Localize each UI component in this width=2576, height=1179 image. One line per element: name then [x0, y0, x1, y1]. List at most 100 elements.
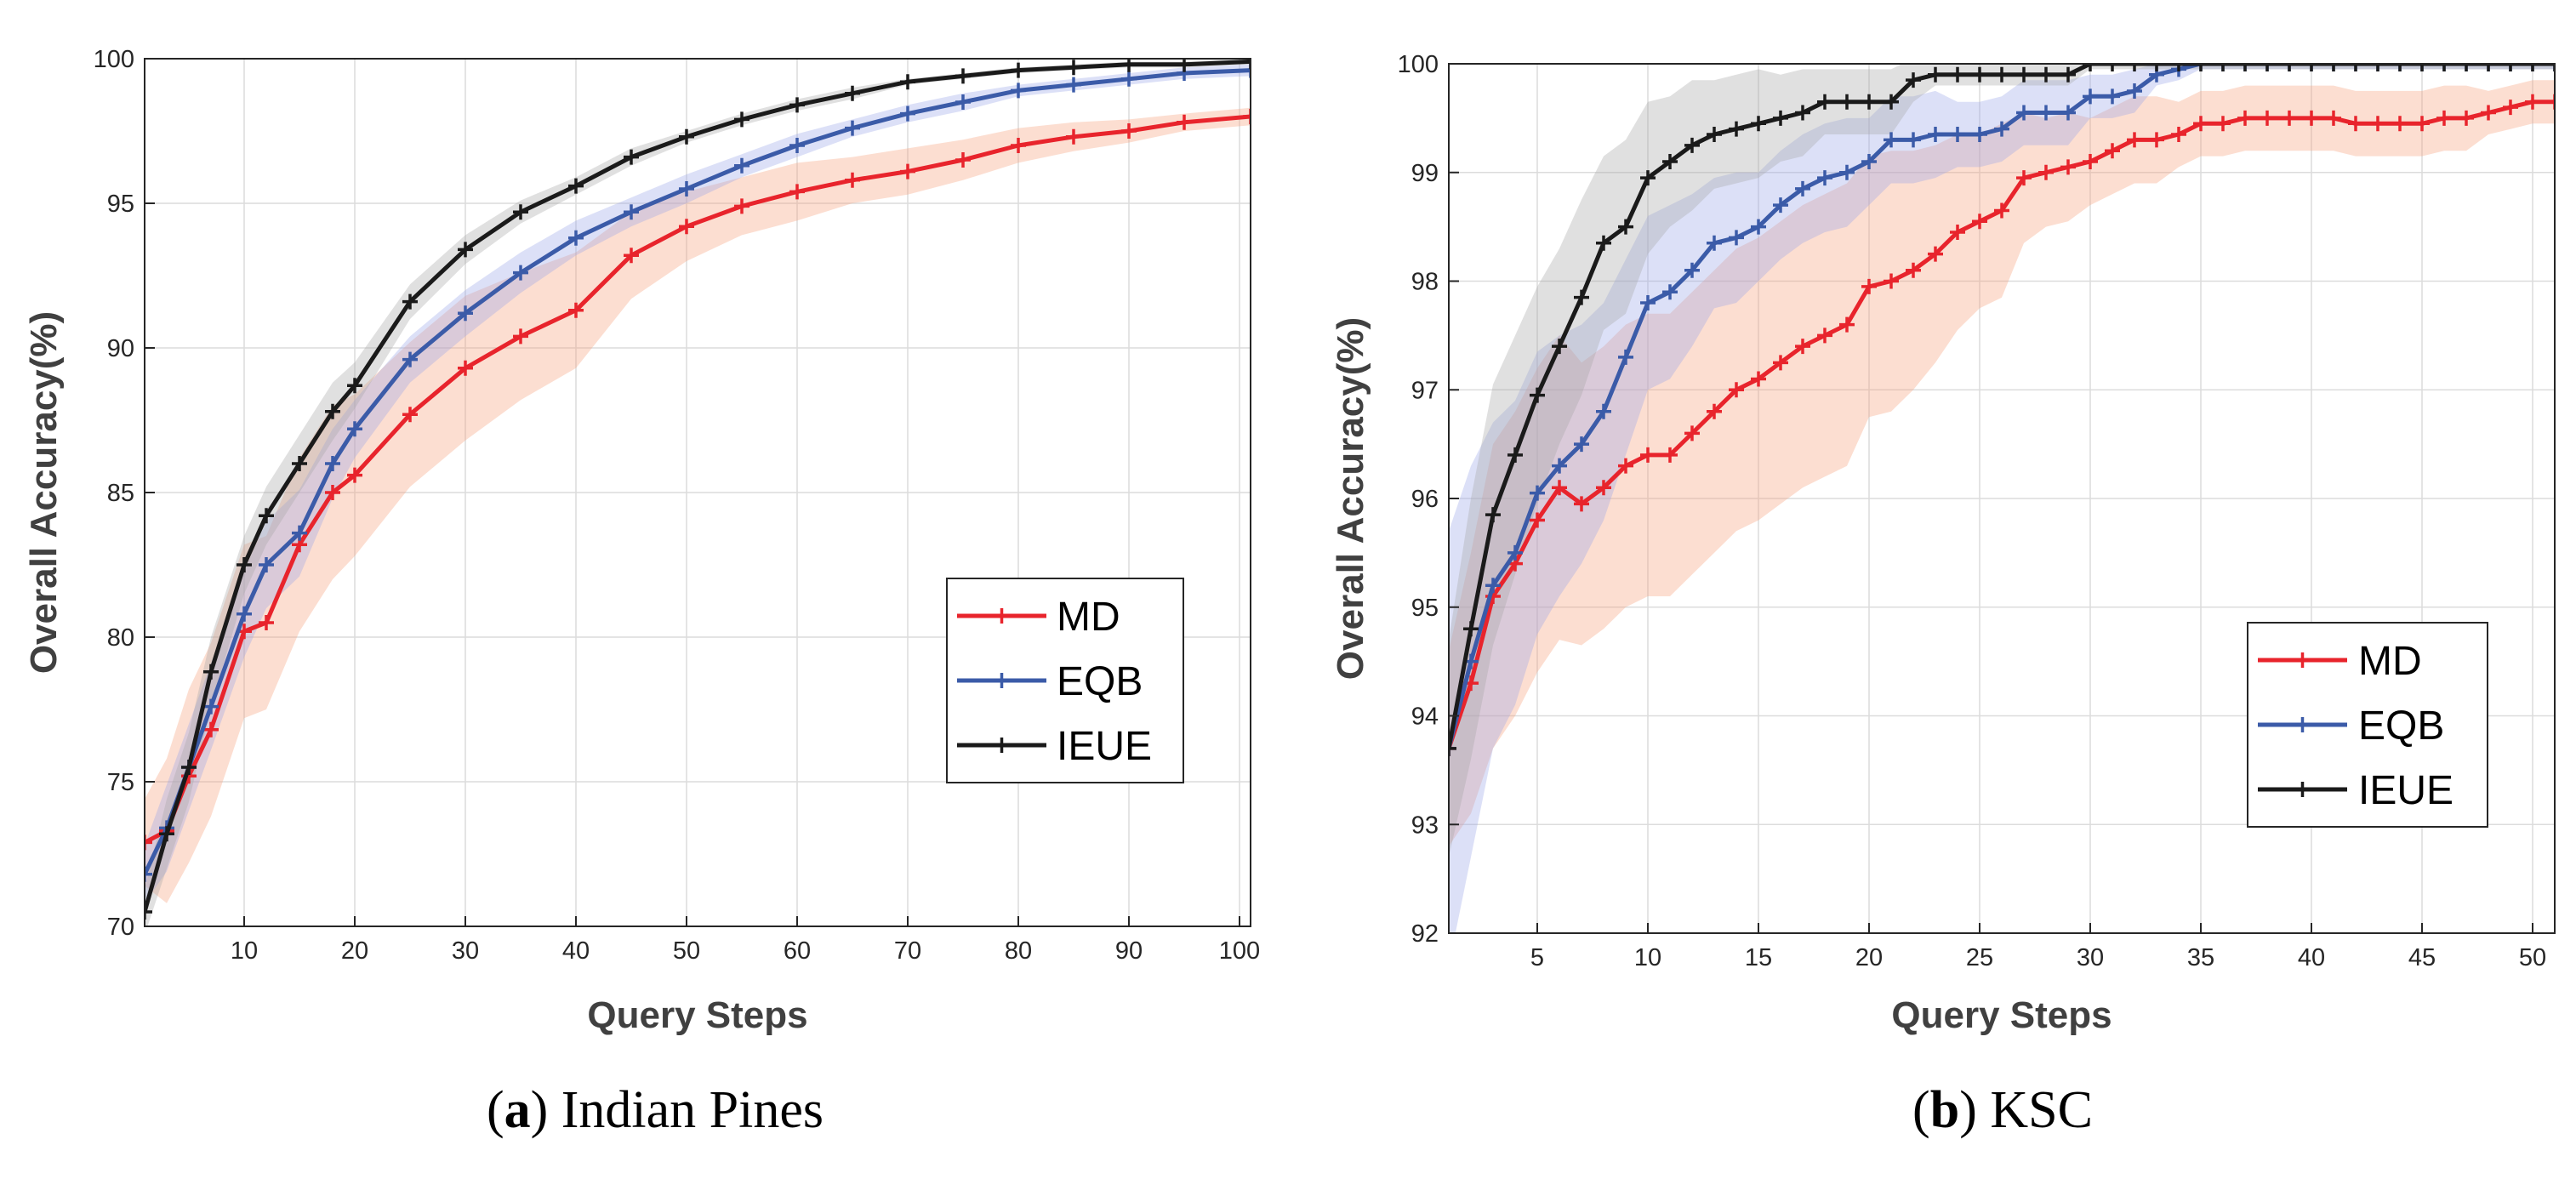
- data-point-ieue: [1530, 387, 1545, 403]
- y-tick-label: 75: [107, 769, 134, 796]
- y-tick-label: 97: [1411, 377, 1439, 404]
- data-point-md: [2105, 143, 2120, 159]
- data-point-eqb: [1552, 458, 1567, 474]
- grid-lines: [1449, 63, 2555, 934]
- data-point-md: [1729, 382, 1744, 398]
- data-point-ieue: [159, 826, 174, 842]
- data-point-md: [2260, 110, 2275, 126]
- data-point-ieue: [1972, 66, 1987, 83]
- data-point-ieue: [259, 508, 274, 524]
- x-tick-label: 25: [1966, 944, 1993, 971]
- y-tick-label: 95: [1411, 595, 1439, 622]
- data-point-eqb: [145, 866, 152, 882]
- x-tick-label: 20: [341, 937, 368, 965]
- data-point-ieue: [1928, 66, 1943, 83]
- data-point-md: [1839, 316, 1855, 333]
- y-tick-label: 99: [1411, 160, 1439, 187]
- series-lines: [1449, 64, 2555, 756]
- band-md: [1449, 80, 2555, 846]
- legend-label: EQB: [2358, 703, 2444, 749]
- data-point-eqb: [1640, 295, 1656, 311]
- data-point-ieue: [2436, 64, 2452, 71]
- data-point-eqb: [1684, 262, 1700, 278]
- x-tick-label: 30: [2077, 944, 2104, 971]
- caption-letter: a: [504, 1081, 531, 1139]
- data-point-md: [1684, 425, 1700, 441]
- y-tick-label: 85: [107, 480, 134, 507]
- data-point-ieue: [1684, 137, 1700, 153]
- x-tick-label: 15: [1745, 944, 1772, 971]
- data-point-md: [1972, 214, 1987, 230]
- y-tick-label: 90: [107, 335, 134, 362]
- data-point-ieue: [1707, 127, 1722, 143]
- data-point-md: [402, 407, 418, 423]
- data-point-md: [145, 834, 152, 851]
- data-point-ieue: [789, 97, 805, 113]
- data-point-md: [1011, 138, 1026, 153]
- data-point-eqb: [1066, 77, 1081, 93]
- data-point-ieue: [2038, 66, 2054, 83]
- data-point-eqb: [513, 265, 528, 281]
- data-point-ieue: [1640, 170, 1656, 186]
- legend-label: IEUE: [1057, 724, 1152, 769]
- confidence-bands: [1449, 64, 2555, 933]
- data-point-eqb: [259, 557, 274, 572]
- data-point-md: [513, 328, 528, 345]
- data-point-md: [2282, 110, 2297, 126]
- data-point-ieue: [845, 85, 860, 101]
- data-point-eqb: [789, 138, 805, 153]
- x-tick-label: 20: [1855, 944, 1883, 971]
- chart-panel-ksc: 5 10 15 20 25 30 35 40 45 50 92 93 94 95 96 97 98 99 100 Q…: [1330, 51, 2556, 1139]
- band-eqb: [1449, 64, 2555, 933]
- x-tick-label: 30: [452, 937, 479, 965]
- legend-item-eqb: EQB: [957, 659, 1143, 704]
- x-tick-label: 50: [2519, 944, 2546, 971]
- x-tick-label: 50: [673, 937, 700, 965]
- data-point-ieue: [1751, 116, 1766, 132]
- data-point-ieue: [1507, 447, 1523, 463]
- data-point-md: [734, 198, 749, 214]
- legend-marker: [2294, 717, 2311, 732]
- data-point-ieue: [237, 557, 252, 572]
- data-point-eqb: [2038, 105, 2054, 121]
- data-point-ieue: [2260, 64, 2275, 71]
- data-point-md: [1707, 403, 1722, 419]
- data-point-md: [2348, 116, 2363, 132]
- data-point-ieue: [1596, 235, 1611, 251]
- data-point-ieue: [325, 403, 340, 419]
- axis-ticks: 10 20 30 40 50 60 70 80 90 100 70 75 80 85 90 95 100: [94, 46, 1261, 965]
- x-axis-label: Query Steps: [1891, 994, 2112, 1036]
- data-point-ieue: [181, 760, 197, 775]
- data-point-ieue: [203, 664, 219, 680]
- data-point-md: [1552, 480, 1567, 496]
- data-point-ieue: [1574, 289, 1589, 305]
- data-point-eqb: [1574, 436, 1589, 453]
- data-point-ieue: [2503, 64, 2518, 71]
- data-point-eqb: [1662, 284, 1678, 300]
- data-point-eqb: [458, 305, 473, 322]
- data-point-md: [2459, 110, 2474, 126]
- data-point-ieue: [2304, 64, 2319, 71]
- data-point-eqb: [1707, 235, 1722, 251]
- data-point-md: [259, 615, 274, 630]
- data-point-ieue: [1994, 66, 2009, 83]
- data-point-eqb: [325, 456, 340, 471]
- data-point-ieue: [624, 149, 639, 165]
- markers-ieue: [145, 59, 1251, 920]
- data-point-eqb: [955, 94, 971, 110]
- data-point-ieue: [2105, 64, 2120, 71]
- data-point-md: [1795, 339, 1810, 355]
- band-ieue: [145, 59, 1251, 926]
- data-point-md: [1950, 225, 1965, 241]
- data-point-eqb: [2083, 88, 2098, 105]
- data-point-md: [1884, 273, 1899, 289]
- data-point-eqb: [402, 351, 418, 367]
- data-point-ieue: [2282, 64, 2297, 71]
- confidence-bands: [145, 59, 1251, 926]
- data-point-md: [2193, 116, 2208, 132]
- data-point-ieue: [679, 128, 694, 145]
- data-point-md: [1817, 328, 1832, 344]
- data-point-ieue: [1861, 94, 1877, 110]
- y-tick-label: 94: [1411, 703, 1439, 731]
